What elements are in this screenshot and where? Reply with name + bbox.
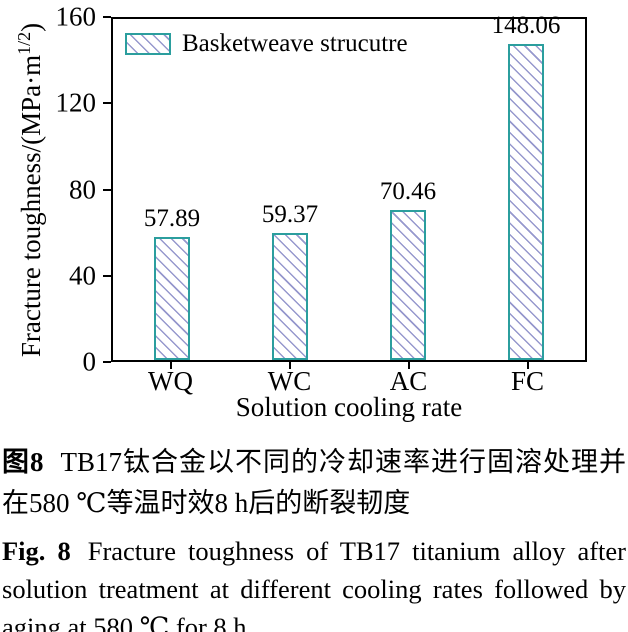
- y-tick-label-160: 160: [55, 1, 97, 32]
- bar-value-label-wq: 57.89: [143, 204, 201, 232]
- x-tick-label-fc: FC: [510, 366, 545, 396]
- caption-english: Fig. 8 Fracture toughness of TB17 titaniu…: [0, 524, 628, 632]
- x-tick-mark: [407, 362, 410, 369]
- y-tick-mark: [103, 16, 111, 18]
- y-tick-label-40: 40: [69, 260, 96, 291]
- y-tick-mark: [103, 274, 111, 277]
- x-tick-labels: WQ WC AC FC: [111, 366, 587, 396]
- y-axis-ticks: 0 40 80 120 160: [0, 3, 111, 375]
- y-tick-label-80: 80: [69, 174, 96, 204]
- caption-english-text: Fracture toughness of TB17 titanium allo…: [2, 536, 626, 632]
- bar-wq: [154, 236, 190, 360]
- y-tick-mark: [103, 188, 111, 191]
- bar-ac: [390, 209, 426, 360]
- x-tick-mark: [288, 362, 291, 369]
- bar-wc: [272, 233, 308, 360]
- legend: Basketweave strucutre: [125, 30, 408, 58]
- figure-captions: 图8 TB17钛合金以不同的冷却速率进行固溶处理并在580 ℃等温时效8 h后的断…: [0, 430, 628, 632]
- x-tick-label-wc: WC: [267, 366, 312, 396]
- bar-chart: Fracture toughness/(MPa·m1/2) 0 40 80 120 16…: [0, 3, 587, 422]
- bar-fc: [508, 44, 544, 360]
- bar-value-label-ac: 70.46: [379, 177, 437, 205]
- caption-chinese: 图8 TB17钛合金以不同的冷却速率进行固溶处理并在580 ℃等温时效8 h后的断…: [0, 430, 628, 524]
- caption-chinese-number: 图8: [2, 447, 44, 477]
- y-tick-label-120: 120: [55, 87, 97, 118]
- bar-value-label-wc: 59.37: [261, 201, 319, 229]
- x-axis-ticks: [111, 360, 587, 369]
- x-tick-mark: [169, 362, 172, 369]
- plot-area: Basketweave strucutre 57.89 59.37 70.46 148…: [111, 12, 587, 362]
- y-tick-label-0: 0: [82, 346, 97, 377]
- y-tick-mark: [103, 361, 111, 363]
- x-tick-label-ac: AC: [389, 366, 428, 396]
- legend-hatched-swatch: [125, 33, 171, 55]
- x-axis-title: Solution cooling rate: [235, 392, 463, 422]
- x-tick-label-wq: WQ: [148, 366, 193, 396]
- y-tick-mark: [103, 102, 111, 105]
- legend-label: Basketweave strucutre: [182, 30, 408, 57]
- x-tick-mark: [526, 362, 529, 369]
- bar-value-label-fc: 148.06: [491, 12, 561, 40]
- caption-english-number: Fig. 8: [2, 536, 71, 566]
- caption-chinese-text: TB17钛合金以不同的冷却速率进行固溶处理并在580 ℃等温时效8 h后的断裂韧…: [2, 447, 626, 518]
